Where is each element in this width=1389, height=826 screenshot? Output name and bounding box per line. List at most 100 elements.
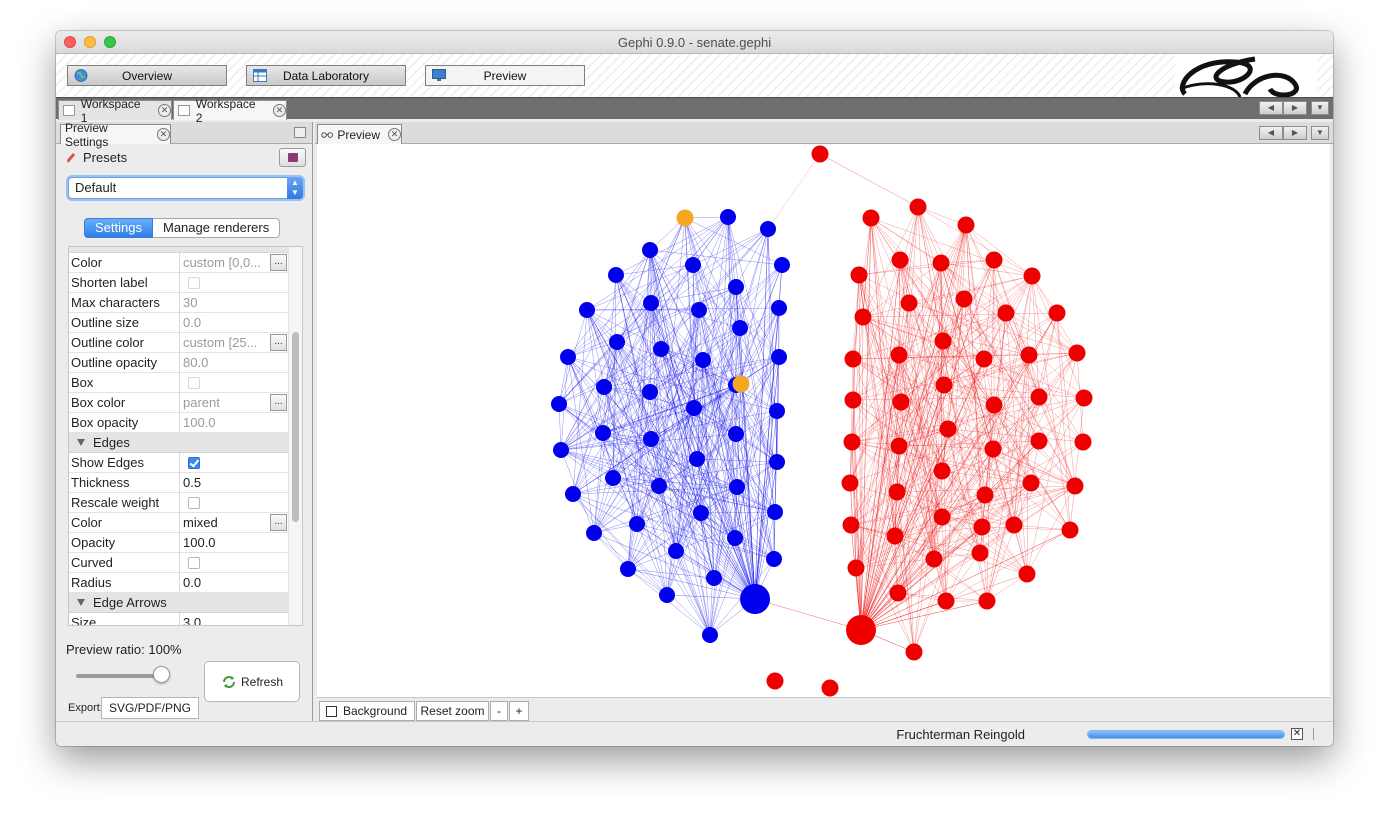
workspace-menu-icon[interactable]: ▼	[1311, 101, 1329, 115]
graph-node	[691, 302, 707, 318]
property-value[interactable]: 0.5	[183, 475, 202, 490]
property-checkbox[interactable]	[188, 497, 200, 509]
property-checkbox[interactable]	[188, 277, 200, 289]
graph-edge	[851, 441, 1015, 526]
graph-edge	[696, 383, 742, 460]
graph-node	[955, 290, 973, 308]
property-edit-button[interactable]: ...	[270, 334, 287, 351]
property-value[interactable]: mixed	[183, 515, 218, 530]
reset-zoom-button[interactable]: Reset zoom	[416, 701, 489, 721]
preview-menu-icon[interactable]: ▼	[1311, 126, 1329, 140]
graph-edge	[560, 449, 738, 488]
scroll-left-icon[interactable]: ◀	[1259, 126, 1283, 140]
property-value[interactable]: 0.0	[183, 575, 202, 590]
preview-tab[interactable]: Preview ✕	[317, 124, 402, 144]
property-scrollbar[interactable]	[288, 247, 302, 625]
graph-edge	[849, 397, 1085, 484]
close-preview-tab-icon[interactable]: ✕	[388, 128, 401, 141]
property-value[interactable]: 3.0	[183, 615, 202, 626]
graph-node	[889, 584, 907, 602]
category-edge-arrows[interactable]: Edge Arrows	[69, 593, 288, 613]
graph-edge	[819, 153, 919, 208]
property-value[interactable]: 80.0	[183, 355, 209, 370]
zoom-out-button[interactable]: -	[490, 701, 508, 721]
graph-node	[847, 559, 865, 577]
graph-node	[1068, 344, 1086, 362]
workspace-1-tab[interactable]: Workspace 1 ✕	[58, 97, 172, 125]
property-value[interactable]: 0.0	[183, 315, 202, 330]
property-value[interactable]: 100.0	[183, 415, 216, 430]
preview-bottom-bar: Background Reset zoom - +	[317, 697, 1330, 721]
property-row-max-characters: Max characters 30	[69, 293, 288, 313]
property-checkbox[interactable]	[188, 557, 200, 569]
property-value[interactable]: parent	[183, 395, 220, 410]
graph-edge	[947, 428, 988, 602]
overview-perspective-button[interactable]: Overview	[67, 65, 227, 86]
minimize-window-button[interactable]	[84, 36, 96, 48]
overview-label: Overview	[121, 68, 172, 83]
property-edit-button[interactable]: ...	[270, 394, 287, 411]
preview-ratio-slider[interactable]	[76, 674, 166, 678]
property-value[interactable]: custom [0,0...	[183, 255, 262, 270]
graph-edge	[852, 399, 943, 518]
manage-renderers-tab[interactable]: Manage renderers	[152, 218, 281, 238]
property-value[interactable]: custom [25...	[183, 335, 258, 350]
graph-edge	[567, 356, 778, 412]
graph-edge	[773, 410, 778, 560]
preview-settings-tab[interactable]: Preview Settings ✕	[60, 121, 171, 149]
graph-edge	[615, 274, 776, 513]
workspace-icon	[63, 105, 75, 116]
scroll-right-icon[interactable]: ▶	[1283, 101, 1307, 115]
graph-edge	[615, 216, 729, 276]
background-toggle[interactable]: Background	[319, 701, 415, 721]
zoom-in-button[interactable]: +	[509, 701, 529, 721]
close-preview-settings-icon[interactable]: ✕	[157, 128, 170, 141]
graph-edge	[603, 249, 651, 388]
graph-edge	[862, 316, 1085, 399]
graph-node	[854, 308, 872, 326]
minimize-panel-icon[interactable]	[294, 127, 306, 138]
save-preset-button[interactable]	[279, 148, 306, 167]
maximize-window-button[interactable]	[104, 36, 116, 48]
preset-select[interactable]: Default ▲ ▼	[68, 177, 303, 199]
preview-canvas[interactable]	[317, 144, 1330, 697]
property-value[interactable]: 30	[183, 295, 198, 310]
preview-label: Preview	[483, 68, 527, 83]
graph-edge	[947, 298, 965, 430]
close-window-button[interactable]	[64, 36, 76, 48]
graph-node	[653, 341, 669, 357]
graph-edge	[612, 384, 737, 479]
cancel-task-icon[interactable]: ✕	[1291, 728, 1303, 740]
property-edit-button[interactable]: ...	[270, 514, 287, 531]
scroll-thumb[interactable]	[292, 332, 299, 522]
refresh-button[interactable]: Refresh	[204, 661, 300, 702]
graph-edge	[965, 224, 1078, 354]
graph-edge	[981, 352, 1078, 528]
data-laboratory-perspective-button[interactable]: Data Laboratory	[246, 65, 406, 86]
export-button[interactable]: SVG/PDF/PNG	[101, 697, 199, 719]
graph-edge	[560, 217, 686, 451]
category-edges[interactable]: Edges	[69, 433, 288, 453]
graph-edge	[852, 358, 935, 560]
graph-node	[1075, 389, 1093, 407]
graph-edge	[649, 249, 776, 513]
property-checkbox[interactable]	[188, 457, 200, 469]
graph-node	[766, 672, 784, 690]
property-value[interactable]: 100.0	[183, 535, 216, 550]
settings-tab[interactable]: Settings	[84, 218, 153, 238]
graph-node	[1061, 521, 1079, 539]
scroll-left-icon[interactable]: ◀	[1259, 101, 1283, 115]
workspace-2-tab[interactable]: Workspace 2 ✕	[173, 97, 287, 125]
graph-edge	[658, 359, 704, 487]
preview-ratio-slider-thumb[interactable]	[153, 666, 170, 683]
graph-node	[935, 376, 953, 394]
property-checkbox[interactable]	[188, 377, 200, 389]
scroll-right-icon[interactable]: ▶	[1283, 126, 1307, 140]
close-workspace-1-icon[interactable]: ✕	[158, 104, 171, 117]
graph-edge	[917, 206, 1033, 277]
close-workspace-2-icon[interactable]: ✕	[273, 104, 286, 117]
graph-edge	[852, 358, 1040, 442]
property-edit-button[interactable]: ...	[270, 254, 287, 271]
preview-perspective-button[interactable]: Preview	[425, 65, 585, 86]
property-divider	[179, 553, 180, 573]
